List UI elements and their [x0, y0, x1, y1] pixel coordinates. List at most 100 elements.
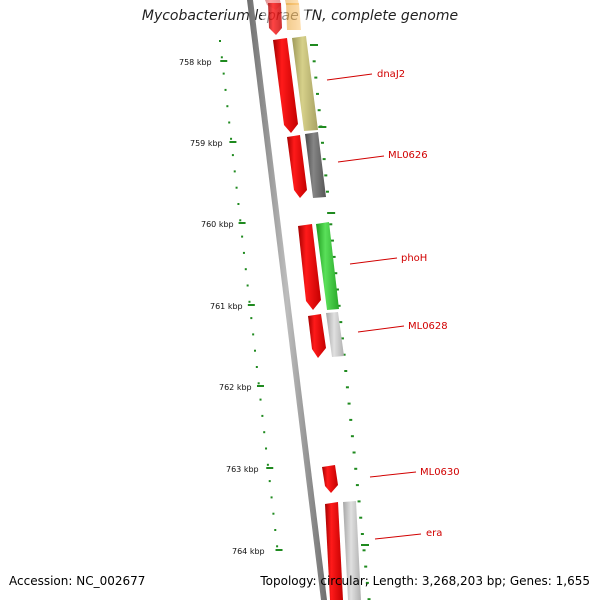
- minor-tick: [253, 349, 256, 352]
- major-tick: [229, 141, 237, 143]
- minor-tick: [367, 598, 371, 600]
- major-tick: [318, 126, 327, 128]
- map-title: Mycobacterium leprae TN, complete genome: [141, 8, 459, 24]
- cds-arrow: [287, 135, 307, 198]
- minor-tick: [265, 447, 268, 450]
- minor-tick: [224, 88, 227, 91]
- minor-tick: [237, 203, 240, 205]
- minor-tick: [233, 170, 236, 173]
- cds-arrow: [325, 502, 343, 600]
- tick-label: 762 kbp: [219, 383, 252, 392]
- major-tick: [361, 544, 369, 546]
- major-tick: [220, 60, 228, 62]
- minor-tick: [226, 105, 229, 108]
- minor-tick: [222, 72, 225, 75]
- gene-label-ML0626: ML0626: [388, 150, 428, 161]
- minor-tick: [334, 272, 338, 275]
- major-tick: [327, 212, 336, 214]
- minor-tick: [364, 565, 368, 568]
- minor-tick: [248, 300, 251, 303]
- minor-tick: [252, 333, 255, 336]
- cds-fragment-red-2: [268, 3, 282, 35]
- minor-tick: [266, 463, 269, 466]
- minor-tick: [325, 190, 329, 193]
- tick-label: 758 kbp: [179, 58, 212, 67]
- minor-tick: [239, 219, 242, 222]
- minor-tick: [317, 109, 321, 112]
- minor-tick: [360, 533, 364, 535]
- minor-tick: [272, 512, 275, 515]
- minor-tick: [220, 56, 223, 59]
- major-tick: [310, 44, 318, 46]
- minor-tick: [342, 353, 346, 356]
- minor-tick: [357, 500, 361, 503]
- minor-tick: [241, 235, 244, 238]
- minor-tick: [329, 223, 333, 226]
- minor-tick: [270, 496, 273, 499]
- genome-stats-text: Topology: circular; Length: 3,268,203 bp…: [260, 574, 590, 588]
- minor-tick: [274, 529, 277, 531]
- minor-tick: [276, 545, 279, 548]
- preceding-gene-fragments: [262, 0, 307, 35]
- major-tick: [266, 467, 274, 469]
- minor-tick: [230, 137, 233, 140]
- gene-ML0628-block: [326, 312, 344, 357]
- gene-label-ML0628: ML0628: [408, 321, 448, 332]
- tick-label: 761 kbp: [210, 302, 243, 311]
- gene-ML0630-block: [322, 465, 338, 493]
- minor-tick: [337, 304, 341, 307]
- minor-tick: [244, 268, 247, 271]
- minor-tick: [322, 158, 326, 161]
- minor-tick: [350, 435, 354, 438]
- minor-tick: [359, 516, 363, 519]
- tick-label: 760 kbp: [201, 220, 234, 229]
- minor-tick: [257, 382, 260, 385]
- gene-label-ML0630: ML0630: [420, 467, 460, 478]
- minor-tick: [219, 40, 221, 42]
- tick-label: 764 kbp: [232, 547, 265, 556]
- major-tick: [275, 549, 283, 551]
- gene-label-phoH: phoH: [401, 253, 427, 264]
- minor-tick: [320, 141, 324, 144]
- minor-tick: [268, 480, 271, 483]
- minor-tick: [354, 467, 358, 470]
- minor-tick: [345, 386, 349, 389]
- cds-arrow: [298, 224, 321, 310]
- minor-tick: [228, 121, 231, 124]
- minor-tick: [362, 549, 366, 552]
- cds-arrow: [273, 38, 298, 133]
- major-tick: [247, 304, 255, 306]
- minor-tick: [315, 92, 319, 95]
- minor-tick: [235, 186, 238, 189]
- tick-ruler-major: [220, 44, 369, 551]
- gene-label-era: era: [426, 528, 442, 539]
- minor-tick: [339, 321, 343, 324]
- gene-label-dnaJ2: dnaJ2: [377, 69, 405, 80]
- leader-line-ML0630: [369, 471, 417, 478]
- minor-tick: [231, 154, 234, 157]
- major-tick: [238, 222, 246, 224]
- minor-tick: [340, 337, 344, 340]
- accession-text: Accession: NC_002677: [9, 574, 146, 588]
- cds-arrow: [308, 314, 326, 358]
- minor-tick: [263, 431, 266, 434]
- minor-tick: [259, 398, 262, 401]
- minor-tick: [242, 251, 245, 254]
- minor-tick: [261, 414, 264, 417]
- cds-fragment-orange-2: [286, 3, 301, 30]
- minor-tick: [355, 484, 359, 487]
- tick-ruler-left: [219, 40, 279, 548]
- minor-tick: [352, 451, 356, 454]
- minor-tick: [365, 581, 369, 584]
- minor-tick: [332, 255, 336, 258]
- genome-backbone: [247, 0, 327, 600]
- minor-tick: [347, 402, 351, 405]
- gene-ML0626-block: [305, 132, 326, 198]
- leader-line-phoH: [349, 257, 398, 265]
- minor-tick: [255, 366, 258, 368]
- leader-line-era: [374, 533, 422, 540]
- minor-tick: [314, 76, 318, 79]
- minor-tick: [250, 317, 253, 320]
- minor-tick: [246, 284, 249, 287]
